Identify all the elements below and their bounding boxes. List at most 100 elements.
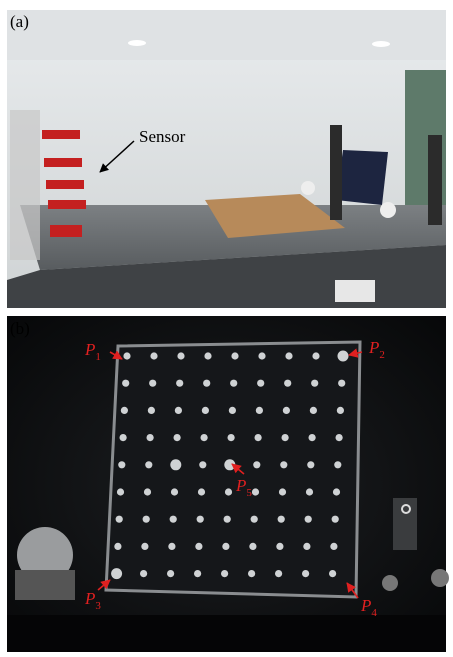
grid-dot (146, 434, 154, 442)
grid-dot (167, 570, 175, 578)
point-arrow (231, 463, 245, 475)
grid-dot (142, 515, 150, 523)
grid-dot (201, 406, 209, 414)
grid-dot (224, 488, 233, 496)
grid-dot (140, 570, 148, 578)
point-label-base: P (84, 589, 95, 608)
grid-dot (222, 542, 230, 551)
grid-dot (200, 434, 208, 442)
grid-dot (122, 379, 130, 387)
grid-dot (335, 434, 343, 442)
grid-dot (119, 434, 127, 442)
point-arrow (346, 582, 359, 599)
point-label: P5 (235, 476, 252, 499)
grid-dot (284, 379, 292, 387)
grid-dot (150, 352, 158, 360)
annotation-arrow (99, 140, 135, 173)
grid-dot (251, 488, 260, 496)
grid-dot (307, 461, 315, 469)
grid-dot (111, 568, 123, 580)
grid-dot (311, 379, 319, 387)
point-label-sub: 5 (246, 487, 252, 499)
grid-dot (250, 515, 258, 523)
grid-dot (114, 542, 122, 551)
grid-dot (337, 350, 349, 362)
grid-dot (257, 379, 265, 387)
grid-dot (176, 379, 184, 387)
grid-dot (116, 488, 125, 496)
grid-dot (194, 570, 202, 578)
grid-dot (118, 461, 126, 469)
grid-dot (249, 542, 257, 551)
grid-dot (195, 542, 203, 551)
grid-dot (170, 488, 179, 496)
point-label: P4 (360, 596, 377, 619)
grid-dot (285, 352, 293, 360)
panel-label: (a) (10, 12, 29, 31)
point-label-base: P (368, 338, 379, 357)
grid-dot (120, 406, 128, 414)
grid-dot (170, 459, 182, 471)
point-label: P2 (368, 338, 385, 361)
grid-dot (329, 570, 337, 578)
grid-dot (334, 461, 342, 469)
photo-b (7, 316, 449, 652)
grid-dot (169, 515, 177, 523)
grid-dot (275, 570, 283, 578)
grid-dot (228, 406, 236, 414)
annotation: Sensor (139, 127, 186, 146)
grid-dot (258, 352, 266, 360)
grid-dot (168, 542, 176, 551)
grid-dot (204, 352, 212, 360)
grid-dot (147, 406, 155, 414)
grid-dot (282, 406, 290, 414)
grid-dot (309, 406, 317, 414)
grid-dot (149, 379, 157, 387)
grid-dot (277, 515, 285, 523)
grid-dot (303, 542, 311, 551)
grid-dot (302, 570, 310, 578)
point-label-sub: 2 (379, 349, 385, 361)
grid-dot (312, 352, 320, 360)
grid-dot (196, 515, 204, 523)
point-label-base: P (235, 476, 246, 495)
grid-dot (143, 488, 152, 496)
grid-dot (338, 379, 346, 387)
point-label: P1 (84, 340, 101, 363)
grid-dot (230, 379, 238, 387)
point-label-base: P (360, 596, 371, 615)
point-label: P3 (84, 589, 101, 612)
grid-dot (223, 515, 231, 523)
grid-dot (331, 515, 339, 523)
photo-a (7, 10, 446, 308)
grid-dot (199, 461, 207, 469)
point-label-base: P (84, 340, 95, 359)
grid-dot (115, 515, 123, 523)
grid-dot (276, 542, 284, 551)
grid-dot (305, 488, 314, 496)
grid-dot (332, 488, 341, 496)
point-label-sub: 1 (95, 351, 101, 363)
grid-dot (255, 406, 263, 414)
grid-dot (231, 352, 239, 360)
grid-dot (123, 352, 131, 360)
grid-dot (308, 434, 316, 442)
grid-dot (177, 352, 185, 360)
point-arrow (348, 348, 363, 358)
grid-dot (197, 488, 206, 496)
grid-dot (280, 461, 288, 469)
grid-dot (141, 542, 149, 551)
grid-dot (253, 461, 261, 469)
point-arrow (97, 579, 111, 591)
grid-dot (221, 570, 229, 578)
grid-dot (203, 379, 211, 387)
point-label-sub: 4 (371, 607, 377, 619)
grid-dot (227, 434, 235, 442)
grid-dot (336, 406, 344, 414)
grid-dot (248, 570, 256, 578)
point-label-sub: 3 (95, 600, 101, 612)
grid-dot (278, 488, 287, 496)
grid-dot (330, 542, 338, 551)
grid-dot (254, 434, 262, 442)
point-arrow (109, 350, 123, 360)
